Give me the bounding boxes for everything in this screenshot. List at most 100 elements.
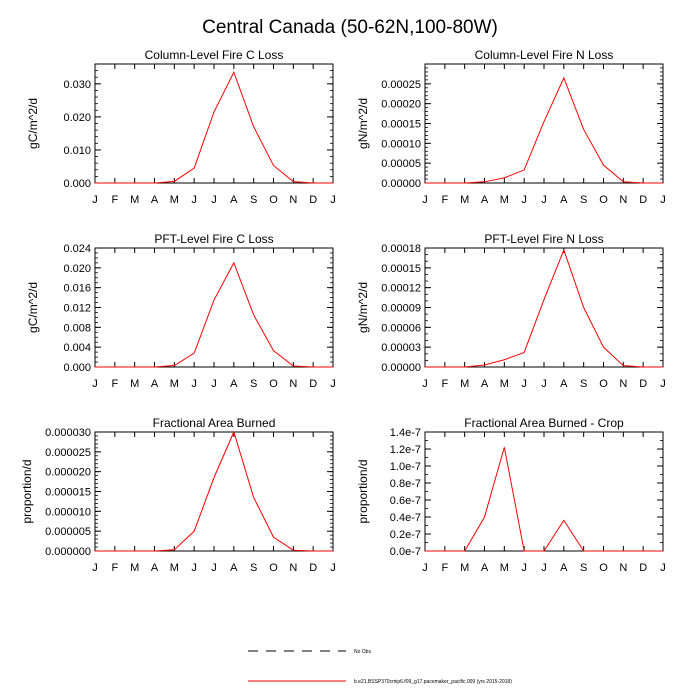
x-tick-label: M [170, 194, 179, 206]
y-tick-label: 0.00005 [381, 158, 421, 170]
x-tick-label: M [170, 562, 179, 574]
x-tick-label: N [289, 562, 297, 574]
y-tick-label: 0.000030 [45, 427, 91, 439]
y-tick-label: 0.000020 [45, 467, 91, 479]
x-tick-label: J [191, 562, 197, 574]
x-tick-label: A [151, 194, 159, 206]
y-tick-label: 0.00020 [381, 99, 421, 111]
y-tick-label: 0.00000 [381, 362, 421, 374]
x-tick-label: O [599, 562, 608, 574]
series-line [425, 447, 663, 552]
x-tick-label: J [422, 378, 428, 390]
x-tick-label: A [481, 562, 489, 574]
panel-title: Column-Level Fire N Loss [475, 48, 614, 62]
y-tick-label: 0.004 [63, 342, 91, 354]
x-tick-label: D [639, 194, 647, 206]
x-tick-label: J [521, 562, 527, 574]
x-tick-label: M [500, 194, 509, 206]
x-tick-label: D [309, 194, 317, 206]
x-tick-label: J [660, 378, 666, 390]
x-tick-label: A [560, 378, 568, 390]
y-axis-label: proportion/d [356, 459, 370, 523]
series-line [425, 248, 663, 368]
x-tick-label: N [619, 562, 627, 574]
x-tick-label: J [330, 378, 336, 390]
y-tick-label: 0.000 [63, 362, 91, 374]
y-tick-label: 0.2e-7 [390, 529, 421, 541]
x-tick-label: A [560, 194, 568, 206]
y-tick-label: 0.020 [63, 263, 91, 275]
x-tick-label: A [230, 194, 238, 206]
panel-4: J F M A M J J A S O N D J0.000000.000030.000060.0000… [356, 232, 666, 390]
x-tick-label: S [250, 194, 257, 206]
x-tick-label: J [422, 562, 428, 574]
x-tick-label: J [191, 378, 197, 390]
legend-model-label: b.e21.BSSP370cmip6.f09_g17.pacemaker_pac… [354, 679, 512, 685]
x-tick-label: M [460, 562, 469, 574]
x-tick-label: F [111, 562, 118, 574]
series-line [425, 76, 663, 184]
y-axis-label: proportion/d [20, 459, 34, 523]
panel-title: Fractional Area Burned - Crop [464, 416, 624, 430]
x-tick-label: J [660, 194, 666, 206]
x-tick-label: A [481, 378, 489, 390]
x-tick-label: D [309, 378, 317, 390]
plot-frame [94, 247, 334, 368]
y-tick-label: 0.6e-7 [390, 495, 421, 507]
panel-title: Fractional Area Burned [153, 416, 276, 430]
x-tick-label: M [500, 378, 509, 390]
panel-title: Column-Level Fire C Loss [145, 48, 284, 62]
x-tick-label: J [92, 194, 98, 206]
plot-frame [424, 431, 664, 552]
x-tick-label: S [250, 378, 257, 390]
x-tick-label: N [289, 194, 297, 206]
series-line [95, 70, 333, 184]
x-tick-label: A [560, 562, 568, 574]
y-tick-label: 0.00009 [381, 303, 421, 315]
x-tick-label: O [269, 194, 278, 206]
y-tick-label: 0.000005 [45, 526, 91, 538]
y-tick-label: 0.016 [63, 283, 91, 295]
x-tick-label: O [599, 194, 608, 206]
panel-6: J F M A M J J A S O N D J0.0e-70.2e-70.4e-70.6e-70.8… [356, 416, 666, 574]
plot-frame [94, 431, 334, 552]
x-tick-label: M [130, 378, 139, 390]
panel-3: J F M A M J J A S O N D J0.0000.0040.0080.0120.0160.… [26, 232, 336, 390]
panel-5: J F M A M J J A S O N D J0.0000000.0000050.0000100.0… [20, 416, 336, 574]
plot-frame [94, 63, 334, 184]
y-tick-label: 0.00015 [381, 119, 421, 131]
legend: No Obs b.e21.BSSP370cmip6.f09_g17.pacema… [248, 649, 512, 685]
y-tick-label: 0.0e-7 [390, 546, 421, 558]
y-tick-label: 0.000025 [45, 447, 91, 459]
y-tick-label: 0.00003 [381, 342, 421, 354]
y-axis-label: gN/m^2/d [356, 282, 370, 333]
y-tick-label: 0.030 [63, 79, 91, 91]
y-tick-label: 0.4e-7 [390, 512, 421, 524]
x-tick-label: N [289, 378, 297, 390]
x-tick-label: J [541, 562, 547, 574]
y-axis-label: gC/m^2/d [26, 282, 40, 333]
x-tick-label: J [92, 562, 98, 574]
x-tick-label: S [580, 562, 587, 574]
legend-obs-label: No Obs [354, 649, 371, 655]
x-tick-label: J [92, 378, 98, 390]
plot-frame [424, 247, 664, 368]
panel-title: PFT-Level Fire C Loss [154, 232, 273, 246]
x-tick-label: A [230, 378, 238, 390]
x-tick-label: F [111, 194, 118, 206]
y-tick-label: 0.00012 [381, 283, 421, 295]
x-tick-label: A [151, 378, 159, 390]
y-tick-label: 0.00025 [381, 79, 421, 91]
series-line [95, 430, 333, 552]
x-tick-label: D [639, 378, 647, 390]
y-tick-label: 1.0e-7 [390, 461, 421, 473]
x-tick-label: O [269, 378, 278, 390]
y-axis-label: gN/m^2/d [356, 98, 370, 149]
x-tick-label: N [619, 378, 627, 390]
panel-1: J F M A M J J A S O N D J0.0000.0100.0200.030Column-… [26, 48, 336, 206]
y-tick-label: 0.00006 [381, 322, 421, 334]
y-tick-label: 1.4e-7 [390, 427, 421, 439]
x-tick-label: F [441, 562, 448, 574]
x-tick-label: J [660, 562, 666, 574]
